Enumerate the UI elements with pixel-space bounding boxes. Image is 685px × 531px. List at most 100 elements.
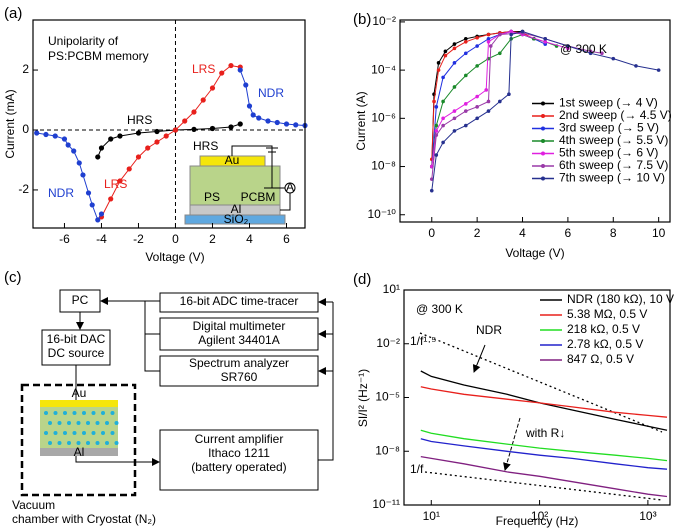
point [182,118,188,124]
dot [91,431,96,435]
wire [75,456,160,466]
x-tick-label: 10² [531,509,548,523]
point [228,62,234,69]
point [488,44,493,48]
point [498,32,502,37]
point [475,64,479,68]
legend-label: 5th sweep (→ 6 V) [559,146,658,160]
point [441,140,445,145]
legend-label: 6th sweep (→ 7.5 V) [559,158,668,172]
point [498,51,502,56]
point [486,32,491,37]
series-line [239,69,306,126]
point [34,130,40,136]
point [237,121,243,127]
point [43,131,49,138]
inset-label: Al [231,202,242,216]
point [452,109,457,113]
dot [101,411,105,415]
point [71,148,77,154]
point [293,122,299,128]
dot [110,431,115,435]
point [509,29,513,34]
y-tick-label: 10¹ [383,282,400,296]
y-tick-label: 10⁻² [376,336,400,350]
point [441,116,445,121]
point [228,124,234,130]
annotation: 1/f¹·⁵ [410,334,436,348]
x-tick-label: -2 [133,232,144,246]
y-tick-label: 0 [22,122,29,136]
dot [76,441,81,445]
point [498,99,502,104]
point [163,133,169,139]
box-label: (battery operated) [191,460,286,474]
point [566,44,570,48]
dot [44,411,48,415]
panel-label: (b) [353,11,371,28]
point [434,123,439,128]
point [509,32,513,37]
series-line [420,429,668,462]
point [432,99,436,104]
point [108,196,114,202]
series-line [420,386,668,418]
y-axis-label: Current (mA) [3,89,17,158]
dot [91,411,96,415]
point [219,70,225,76]
annotation: HRS [127,113,152,127]
inset-label: PS [204,190,220,204]
point [452,61,457,65]
point [98,145,105,151]
legend-label: 218 kΩ, 0.5 V [567,322,640,336]
wire [144,301,160,372]
point [452,85,457,89]
point [463,36,468,41]
point [246,103,253,109]
y-axis-label: SI/I² (Hz⁻¹) [356,369,370,427]
legend-label: 2.78 kΩ, 0.5 V [567,337,643,351]
legend-label: 7th sweep (→ 10 V) [559,171,665,185]
annotation: NDR [476,323,502,337]
point [65,142,71,148]
point [126,166,132,172]
plot-frame [32,19,306,229]
dot [57,441,62,445]
chamber-label: Vacuum [12,498,55,512]
point [145,145,151,151]
legend-label: 847 Ω, 0.5 V [567,352,634,366]
dot [76,421,81,425]
point [89,202,95,208]
inset-wire [231,145,278,189]
y-tick-label: 10⁻⁶ [371,110,396,124]
point [250,112,256,118]
point [85,190,92,196]
annotation: PS:PCBM memory [48,49,149,63]
box-label: Spectrum analyzer [189,356,289,370]
point [61,136,68,142]
legend-swatch [541,164,545,168]
point [256,115,262,121]
point [543,36,548,41]
point [463,51,468,56]
legend-label: NDR (180 kΩ), 10 V [567,292,674,306]
dot [82,431,86,435]
legend-label: 4th sweep (→ 5.5 V) [559,133,668,147]
x-axis-label: Voltage (V) [145,250,204,264]
sio2-layer [184,214,286,225]
inset-label: A [286,180,294,194]
dot [101,431,105,435]
point [434,133,439,137]
point [436,61,441,65]
point [154,128,160,135]
point [463,123,468,128]
dot [67,421,71,425]
pcbm-dots [44,411,119,445]
point [486,109,491,113]
y-tick-label: 10⁻⁸ [371,159,396,173]
point [98,211,105,217]
point [543,39,548,44]
series-line [101,65,241,218]
analyzer-box [159,355,319,387]
panel-label: (c) [4,269,22,286]
